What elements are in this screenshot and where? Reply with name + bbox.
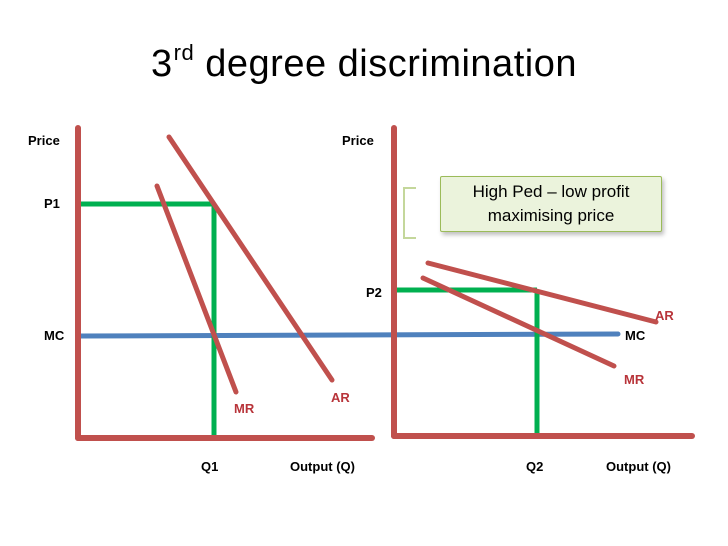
left-mr-curve: [154, 183, 239, 395]
right-quantity-label: Q2: [526, 459, 544, 474]
title-rest: degree discrimination: [194, 43, 577, 85]
right-mc-label: MC: [625, 328, 646, 343]
high-ped-callout: High Ped – low profit maximising price: [440, 176, 662, 232]
left-mr-label: MR: [234, 401, 255, 416]
left-ar-label: AR: [331, 390, 350, 405]
left-y-axis-label: Price: [28, 133, 60, 148]
mc-line: [77, 331, 621, 339]
right-ar-curve: [425, 260, 659, 325]
left-quantity-label: Q1: [201, 459, 219, 474]
slide-title: 3rd degree discrimination: [0, 40, 728, 86]
callout-line-1: High Ped – low profit: [472, 182, 630, 201]
title-superscript: rd: [173, 40, 195, 65]
callout-line-2: maximising price: [487, 206, 615, 225]
right-ar-label: AR: [655, 308, 674, 323]
left-price-label: P1: [44, 196, 60, 211]
left-x-axis-label: Output (Q): [290, 459, 355, 474]
right-y-axis-label: Price: [342, 133, 374, 148]
title-main: 3: [151, 43, 173, 85]
right-mr-curve: [420, 275, 617, 369]
left-ar-curve: [166, 134, 335, 383]
right-mr-label: MR: [624, 372, 645, 387]
right-x-axis-label: Output (Q): [606, 459, 671, 474]
left-mc-label: MC: [44, 328, 65, 343]
right-price-label: P2: [366, 285, 382, 300]
callout-bracket: [403, 187, 416, 239]
